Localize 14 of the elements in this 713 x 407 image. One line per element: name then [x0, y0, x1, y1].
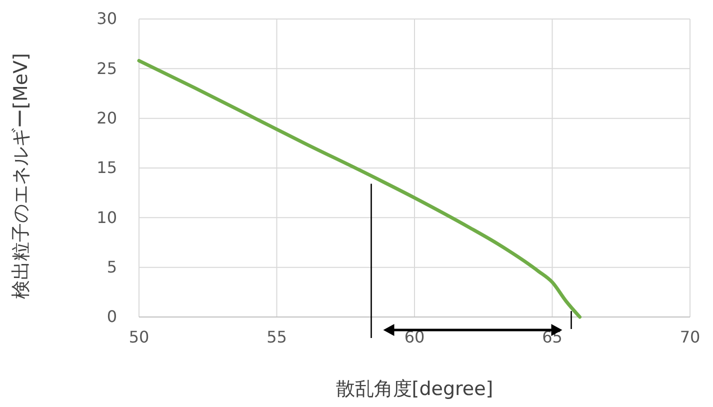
line-series [137, 58, 582, 319]
y-tick-label: 10 [96, 208, 117, 227]
y-tick-label: 0 [106, 307, 117, 326]
x-axis-title: 散乱角度[degree] [336, 378, 494, 400]
y-tick-label: 5 [106, 257, 117, 276]
y-tick-label: 20 [96, 108, 117, 128]
y-tick-label: 15 [96, 158, 117, 178]
x-tick-label: 60 [404, 327, 425, 346]
y-axis-title: 検出粒子のエネルギー[MeV] [10, 53, 32, 299]
y-tick-label: 30 [96, 9, 117, 28]
x-tick-label: 70 [680, 327, 700, 346]
x-tick-label: 50 [128, 327, 150, 346]
y-tick-label: 25 [96, 58, 117, 78]
x-tick-label: 55 [266, 327, 287, 346]
